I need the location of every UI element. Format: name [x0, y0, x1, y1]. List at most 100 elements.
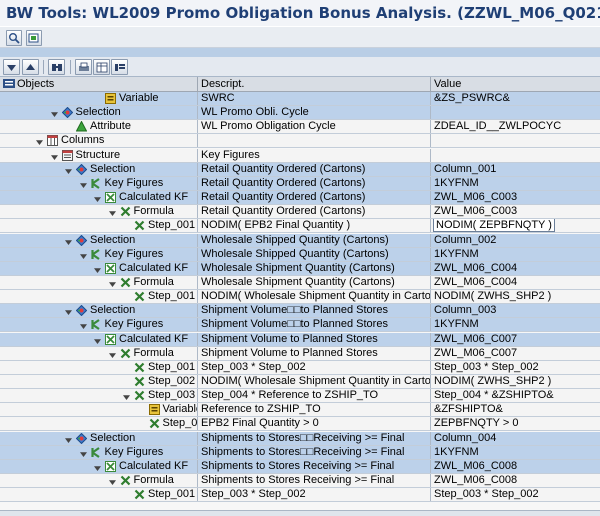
- display-icon[interactable]: [26, 30, 42, 46]
- expand-toggle-icon[interactable]: [94, 463, 101, 471]
- value-text: ZWL_M06_C003: [434, 205, 518, 218]
- value-text: ZWL_M06_C008: [434, 474, 518, 487]
- column-header-value[interactable]: Value: [431, 77, 600, 92]
- objects-cell: Selection: [0, 162, 198, 176]
- expand-all-icon[interactable]: [3, 59, 20, 75]
- layout-icon[interactable]: [93, 59, 110, 75]
- tree-row[interactable]: Formula Shipment Volume to Planned Stores…: [0, 346, 600, 361]
- value-cell: ZWL_M06_C003: [431, 191, 600, 204]
- value-cell: &ZFSHIPTO&: [431, 403, 600, 416]
- tree-row[interactable]: Selection Shipments to Stores□□Receiving …: [0, 431, 600, 446]
- column-header-description[interactable]: Descript.: [198, 77, 431, 92]
- tree-row[interactable]: Key Figures Wholesale Shipped Quantity (C…: [0, 247, 600, 262]
- tree-row[interactable]: Selection WL Promo Obli. Cycle: [0, 106, 600, 121]
- column-header-description-label: Descript.: [201, 78, 245, 90]
- value-cell: [431, 134, 600, 147]
- value-cell: ZWL_M06_C004: [431, 276, 600, 289]
- objects-cell: Attribute: [0, 120, 198, 134]
- execute-icon[interactable]: [6, 30, 22, 46]
- objects-cell: Step_002: [0, 375, 198, 388]
- tree-row[interactable]: Step_001 Step_003 * Step_002 Step_003 * St…: [0, 360, 600, 375]
- value-text: 1KYFNM: [434, 247, 479, 260]
- expand-toggle-icon[interactable]: [79, 321, 87, 330]
- tree-row[interactable]: Variable SWRC &ZS_PSWRC&: [0, 92, 600, 106]
- expand-toggle-icon[interactable]: [108, 350, 116, 358]
- toolbar-separator: [70, 60, 71, 74]
- tree-row[interactable]: VariableReference to ZSHIP_TO&ZFSHIPTO&: [0, 403, 600, 418]
- tree-row[interactable]: Key Figures Retail Quantity Ordered (Cart…: [0, 176, 600, 191]
- objects-cell: Variable: [0, 92, 198, 105]
- objects-cell: Selection: [0, 431, 198, 445]
- description-cell: Wholesale Shipment Quantity (Cartons): [198, 261, 431, 275]
- columns-icon: [47, 135, 58, 147]
- value-cell: ZWL_M06_C008: [431, 474, 600, 487]
- tree-row[interactable]: Formula Shipments to Stores Receiving >= …: [0, 474, 600, 489]
- expand-toggle-icon[interactable]: [65, 307, 72, 316]
- value-text: Step_003 * Step_002: [434, 488, 539, 501]
- tree-row[interactable]: Step_001 NODIM( Wholesale Shipment Quanti…: [0, 290, 600, 305]
- tree-row[interactable]: Attribute WL Promo Obligation Cycle ZDEAL_…: [0, 120, 600, 135]
- description-cell: SWRC: [198, 92, 431, 105]
- tree-row[interactable]: Step_002 NODIM( Wholesale Shipment Quanti…: [0, 375, 600, 389]
- tree-row[interactable]: Calculated KF Shipment Volume to Planned …: [0, 332, 600, 347]
- expand-toggle-icon[interactable]: [108, 477, 116, 486]
- tree-row[interactable]: Structure Key Figures: [0, 148, 600, 163]
- window-title: BW Tools: WL2009 Promo Obligation Bonus …: [6, 4, 600, 22]
- expand-toggle-icon[interactable]: [65, 237, 72, 245]
- tree-row[interactable]: Calculated KF Retail Quantity Ordered (Ca…: [0, 191, 600, 206]
- expand-toggle-icon[interactable]: [50, 152, 58, 160]
- expand-toggle-icon[interactable]: [65, 435, 72, 443]
- tree-row[interactable]: Step_004EPB2 Final Quantity > 0ZEPBFNQTY…: [0, 417, 600, 432]
- tree-row[interactable]: Step_003 Step_004 * Reference to ZSHIP_TO…: [0, 389, 600, 404]
- expand-toggle-icon[interactable]: [50, 109, 58, 118]
- expand-toggle-icon[interactable]: [123, 392, 130, 401]
- formula-icon: [120, 277, 131, 288]
- collapse-all-icon[interactable]: [22, 59, 39, 75]
- separator-band: [0, 48, 600, 57]
- expand-toggle-icon[interactable]: [94, 194, 101, 203]
- expand-toggle-icon[interactable]: [108, 279, 116, 287]
- tree-row[interactable]: Step_001 Step_003 * Step_002 Step_003 * St…: [0, 488, 600, 503]
- object-label: Key Figures: [104, 176, 164, 189]
- value-cell: NODIM( ZEPBFNQTY ): [431, 219, 600, 233]
- tree-row[interactable]: Selection Wholesale Shipped Quantity (Car…: [0, 233, 600, 248]
- object-label: Structure: [75, 148, 121, 161]
- tree-row[interactable]: Columns: [0, 134, 600, 149]
- key-figures-icon: [90, 446, 102, 458]
- export-icon[interactable]: [111, 59, 128, 75]
- expand-toggle-icon[interactable]: [79, 251, 87, 259]
- tree-row[interactable]: Selection Shipment Volume□□to Planned Sto…: [0, 304, 600, 319]
- formula-icon: [120, 475, 131, 486]
- column-header-objects[interactable]: Objects: [0, 77, 198, 92]
- value-cell: 1KYFNM: [431, 446, 600, 459]
- expand-toggle-icon[interactable]: [36, 137, 43, 146]
- print-icon[interactable]: [75, 59, 92, 75]
- structure-icon: [61, 149, 73, 161]
- tree-row[interactable]: Selection Retail Quantity Ordered (Carton…: [0, 162, 600, 177]
- expand-toggle-icon[interactable]: [79, 449, 87, 457]
- selection-icon: [75, 432, 88, 444]
- expand-toggle-icon[interactable]: [94, 265, 101, 273]
- tree-row[interactable]: Calculated KF Shipments to Stores Receivi…: [0, 459, 600, 474]
- attribute-icon: [75, 120, 88, 132]
- value-text: Step_003 * Step_002: [434, 360, 539, 373]
- find-icon[interactable]: [48, 59, 65, 75]
- tree-row[interactable]: Step_001 NODIM( EPB2 Final Quantity ) NODI…: [0, 219, 600, 234]
- value-text: 1KYFNM: [434, 445, 479, 458]
- expand-toggle-icon[interactable]: [79, 180, 87, 188]
- expand-toggle-icon[interactable]: [65, 166, 72, 174]
- tree-row[interactable]: Calculated KF Wholesale Shipment Quantity…: [0, 261, 600, 276]
- tree-row[interactable]: Formula Retail Quantity Ordered (Cartons)…: [0, 205, 600, 220]
- expand-toggle-icon[interactable]: [94, 336, 101, 344]
- value-cell: Step_004 * &ZSHIPTO&: [431, 389, 600, 402]
- tree-row[interactable]: Formula Wholesale Shipment Quantity (Cart…: [0, 275, 600, 290]
- tree-row[interactable]: Key Figures Shipment Volume□□to Planned S…: [0, 318, 600, 333]
- value-cell: ZWL_M06_C004: [431, 262, 600, 275]
- tree-row[interactable]: Key Figures Shipments to Stores□□Receivin…: [0, 445, 600, 460]
- value-text: ZWL_M06_C004: [434, 261, 518, 274]
- object-label: Step_001: [148, 488, 196, 501]
- object-label: Selection: [75, 106, 121, 119]
- value-cell: Column_003: [431, 304, 600, 317]
- value-text: &ZS_PSWRC&: [434, 92, 510, 104]
- expand-toggle-icon[interactable]: [108, 208, 116, 217]
